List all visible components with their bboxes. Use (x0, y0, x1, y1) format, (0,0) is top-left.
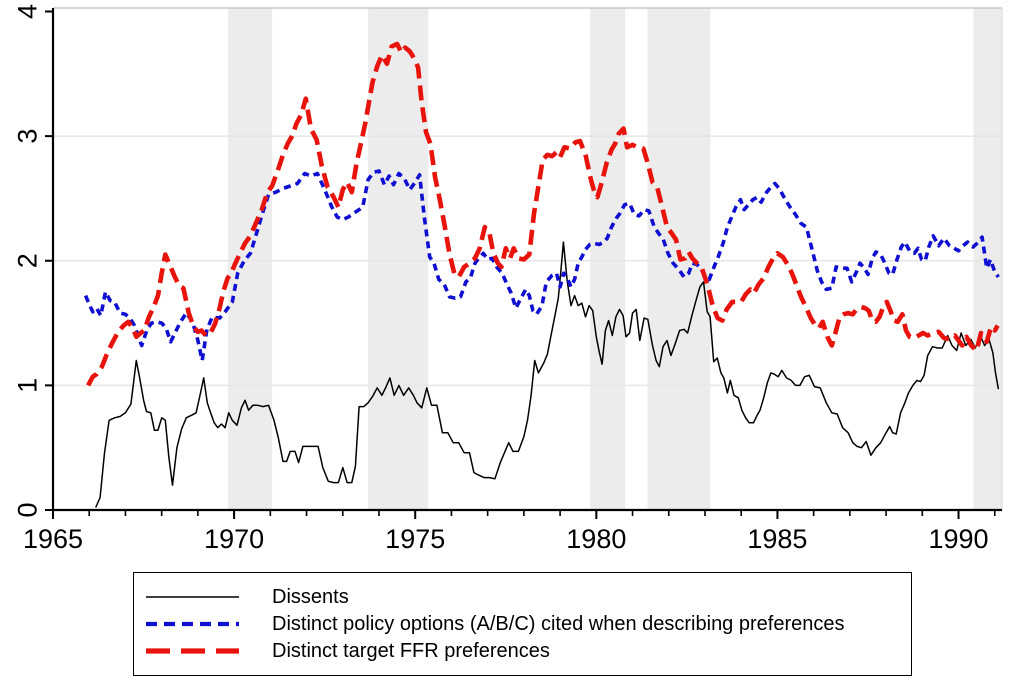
x-tick-label: 1970 (204, 524, 264, 554)
legend-entry-target-ffr: Distinct target FFR preferences (146, 641, 911, 661)
x-tick-label: 1990 (928, 524, 988, 554)
legend-label-policy-options: Distinct policy options (A/B/C) cited wh… (272, 613, 845, 635)
legend-label-target-ffr: Distinct target FFR preferences (272, 640, 550, 662)
y-tick-label: 4 (12, 4, 42, 19)
legend-line-sample-target-ffr (146, 648, 239, 654)
y-tick-label: 1 (12, 378, 42, 393)
y-tick-label: 0 (12, 502, 42, 517)
legend-entry-policy-options: Distinct policy options (A/B/C) cited wh… (146, 614, 911, 634)
legend-line-sample-dissents (146, 596, 239, 598)
chart-legend: Dissents Distinct policy options (A/B/C)… (133, 572, 912, 676)
y-tick-label: 2 (12, 253, 42, 268)
legend-entry-dissents: Dissents (146, 587, 911, 607)
legend-line-sample-policy-options (146, 621, 239, 627)
recession-band (590, 8, 626, 510)
x-tick-label: 1985 (747, 524, 807, 554)
recession-band (368, 8, 429, 510)
recession-band (973, 8, 1002, 510)
y-tick-label: 3 (12, 129, 42, 144)
series-line-distinct-target-ffr-preferences (86, 41, 1000, 387)
legend-label-dissents: Dissents (272, 586, 349, 608)
series-line-distinct-policy-options-a-b-c-cited-when (83, 169, 1000, 363)
x-tick-label: 1975 (385, 524, 445, 554)
x-tick-label: 1980 (566, 524, 626, 554)
recession-band (227, 8, 273, 510)
x-tick-label: 1965 (23, 524, 83, 554)
